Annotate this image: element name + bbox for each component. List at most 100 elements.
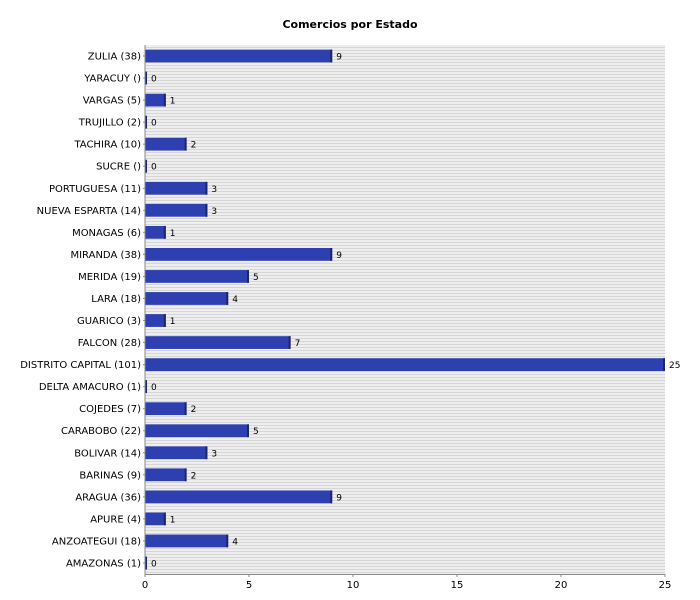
category-label: PORTUGUESA (11) bbox=[49, 184, 141, 195]
bar-value-label: 25 bbox=[669, 361, 680, 371]
bar-value-label: 2 bbox=[191, 141, 197, 151]
grid-lines bbox=[145, 47, 665, 573]
bar-value-label: 9 bbox=[336, 53, 342, 63]
bar-shade bbox=[288, 336, 291, 349]
bar-value-label: 0 bbox=[151, 119, 157, 129]
bar-shade bbox=[330, 49, 333, 63]
bar bbox=[145, 534, 229, 548]
bar bbox=[145, 203, 208, 217]
bar-value-label: 0 bbox=[151, 559, 157, 569]
bar-value-label: 1 bbox=[170, 229, 176, 239]
bar-shade bbox=[145, 159, 147, 173]
bar-shade bbox=[184, 468, 187, 482]
x-tick-label: 10 bbox=[347, 580, 360, 591]
bar bbox=[145, 225, 166, 239]
category-label: BOLIVAR (14) bbox=[74, 448, 141, 459]
category-label: MONAGAS (6) bbox=[72, 228, 141, 239]
bar bbox=[145, 490, 333, 504]
bar-shade bbox=[184, 137, 187, 151]
category-label: YARACUY () bbox=[83, 74, 141, 85]
category-label: TACHIRA (10) bbox=[73, 140, 141, 151]
category-label: AMAZONAS (1) bbox=[66, 558, 141, 569]
category-label: GUARICO (3) bbox=[77, 316, 141, 327]
bar-value-label: 0 bbox=[151, 163, 157, 173]
bar-shade bbox=[247, 270, 249, 283]
bar bbox=[145, 424, 249, 438]
bar bbox=[145, 93, 166, 107]
bar-value-label: 3 bbox=[211, 449, 217, 459]
x-axis: 0 5 10 15 20 25 bbox=[142, 45, 672, 591]
bar-value-label: 1 bbox=[170, 317, 176, 327]
bar-shade bbox=[226, 292, 229, 305]
x-tick-label: 0 bbox=[142, 580, 148, 591]
category-label: BARINAS (9) bbox=[79, 470, 141, 481]
bar bbox=[145, 314, 166, 327]
category-label: DELTA AMACURO (1) bbox=[39, 382, 141, 393]
category-labels: ZULIA (38) YARACUY () VARGAS (5) TRUJILLO (… bbox=[20, 52, 145, 569]
category-label: MERIDA (19) bbox=[78, 272, 141, 283]
bar-shade bbox=[163, 512, 166, 526]
bar-shade bbox=[330, 490, 333, 504]
bar-shade bbox=[145, 115, 147, 129]
bar bbox=[145, 468, 187, 482]
bar-shade bbox=[330, 248, 333, 261]
bar-value-label: 5 bbox=[253, 273, 259, 283]
bar-value-label: 7 bbox=[295, 339, 301, 349]
bar-shade bbox=[145, 556, 147, 570]
bar bbox=[145, 292, 229, 305]
bar-value-label: 4 bbox=[232, 537, 238, 547]
x-tick-label: 5 bbox=[246, 580, 252, 591]
bar-value-label: 1 bbox=[170, 97, 176, 107]
bar-value-label: 5 bbox=[253, 427, 259, 437]
bar-shade bbox=[184, 402, 187, 416]
category-label: TRUJILLO (2) bbox=[78, 118, 141, 129]
bar-value-label: 2 bbox=[191, 405, 197, 415]
bar bbox=[145, 137, 187, 151]
bar-value-label: 0 bbox=[151, 75, 157, 85]
bar-shade bbox=[205, 446, 208, 460]
category-label: NUEVA ESPARTA (14) bbox=[37, 206, 141, 217]
bar-value-label: 0 bbox=[151, 383, 157, 393]
category-label: CARABOBO (22) bbox=[61, 426, 141, 437]
x-tick-label: 15 bbox=[451, 580, 464, 591]
bar bbox=[145, 402, 187, 416]
bar bbox=[145, 248, 333, 261]
bar bbox=[145, 446, 208, 460]
bar-shade bbox=[163, 314, 166, 327]
bar-value-label: 9 bbox=[336, 251, 342, 261]
category-label: SUCRE () bbox=[96, 162, 141, 173]
bar bbox=[145, 512, 166, 526]
category-label: LARA (18) bbox=[91, 294, 141, 305]
bar bbox=[145, 270, 249, 283]
bar-value-label: 4 bbox=[232, 295, 238, 305]
x-tick-label: 25 bbox=[659, 580, 672, 591]
bar-value-label: 2 bbox=[191, 471, 197, 481]
bar-value-label: 9 bbox=[336, 493, 342, 503]
bar-value-label: 3 bbox=[211, 207, 217, 217]
category-label: FALCON (28) bbox=[78, 338, 141, 349]
bar-shade bbox=[163, 93, 166, 107]
category-label: ARAGUA (36) bbox=[75, 492, 141, 503]
bar bbox=[145, 336, 291, 349]
bar-shade bbox=[205, 181, 208, 195]
category-label: VARGAS (5) bbox=[83, 96, 141, 107]
bar bbox=[145, 49, 333, 63]
bar-shade bbox=[247, 424, 249, 438]
x-tick-label: 20 bbox=[555, 580, 568, 591]
bar-value-label: 1 bbox=[170, 515, 176, 525]
category-label: COJEDES (7) bbox=[79, 404, 141, 415]
category-label: DISTRITO CAPITAL (101) bbox=[20, 360, 141, 371]
bar-shade bbox=[145, 71, 147, 85]
bar-shade bbox=[226, 534, 229, 548]
category-label: APURE (4) bbox=[90, 514, 141, 525]
bar-shade bbox=[163, 225, 166, 239]
bar-shade bbox=[663, 358, 665, 371]
category-label: ANZOATEGUI (18) bbox=[52, 536, 141, 547]
chart-title: Comercios por Estado bbox=[282, 18, 418, 31]
bar-shade bbox=[145, 380, 147, 394]
bar-value-label: 3 bbox=[211, 185, 217, 195]
category-label: ZULIA (38) bbox=[88, 52, 141, 63]
bar bbox=[145, 181, 208, 195]
